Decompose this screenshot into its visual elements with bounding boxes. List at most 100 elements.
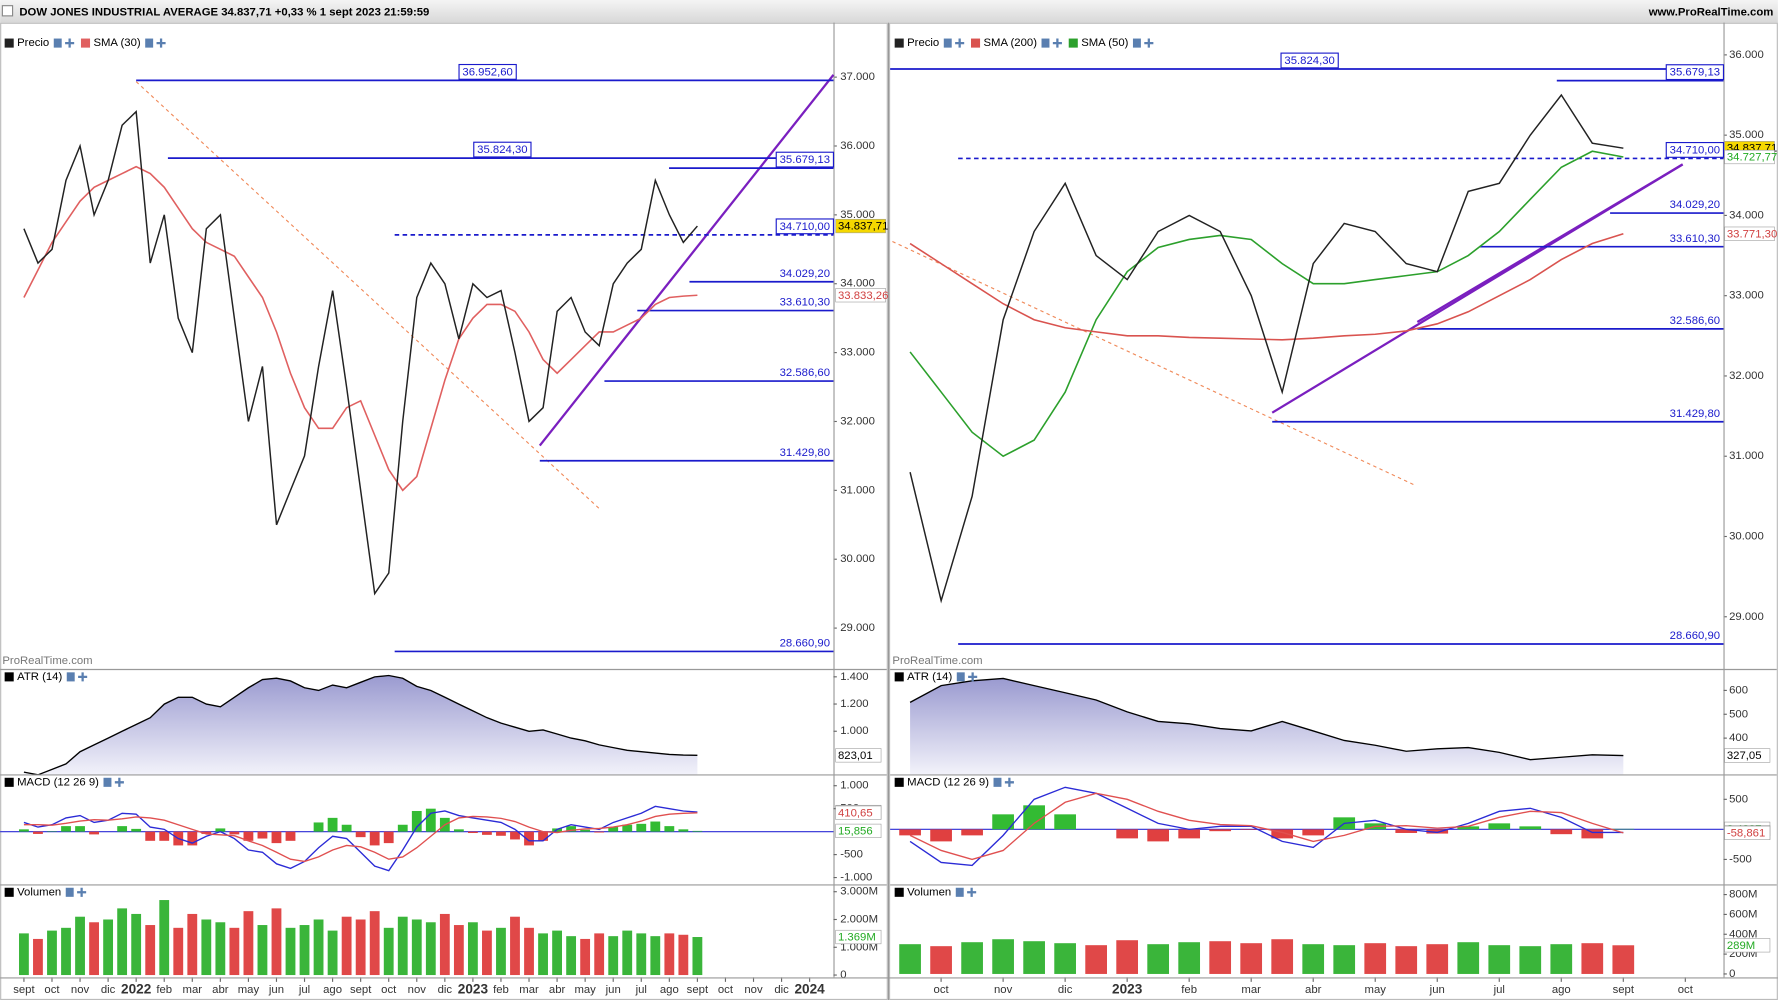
legend-label: ATR (14) xyxy=(907,671,952,683)
value-badge-label: -58,861 xyxy=(1727,827,1765,839)
volume-bar xyxy=(580,938,591,976)
legend-plus-icon xyxy=(156,38,166,48)
histogram-bar xyxy=(33,831,43,834)
volume-bar xyxy=(355,919,366,976)
legend-swatch xyxy=(894,38,904,48)
histogram-bar xyxy=(1178,829,1201,839)
legend-wrench-icon xyxy=(66,672,75,682)
y-tick-label: -500 xyxy=(1729,853,1752,865)
sma-line xyxy=(23,165,698,492)
legend-label: SMA (50) xyxy=(1081,37,1128,49)
volume-bar xyxy=(1209,941,1232,974)
volume-bar xyxy=(47,930,57,976)
x-tick-label: jul xyxy=(1493,984,1505,996)
histogram-bar xyxy=(215,828,226,832)
histogram-bar xyxy=(678,829,689,832)
x-tick-label: oct xyxy=(934,984,950,996)
y-tick-label: 29.000 xyxy=(840,622,875,634)
legend-swatch xyxy=(4,672,14,682)
volume-bar xyxy=(622,930,633,976)
level-label-box xyxy=(1280,52,1339,69)
volume-bar xyxy=(1240,943,1263,974)
histogram-bar xyxy=(580,829,591,832)
volume-bar xyxy=(961,942,983,974)
y-tick-label: 400 xyxy=(1729,732,1748,744)
volume-bar xyxy=(1550,944,1573,974)
x-tick-label: ago xyxy=(323,984,342,996)
legend-label: ATR (14) xyxy=(17,671,62,683)
volume-bar xyxy=(1457,942,1480,974)
sma-line xyxy=(909,150,1624,458)
x-tick-label: nov xyxy=(408,984,427,996)
macd-line xyxy=(909,792,1624,861)
level-label: 35.824,30 xyxy=(477,144,527,156)
x-tick-label: may xyxy=(238,984,260,996)
volume-bar xyxy=(313,919,324,976)
value-badge-label: 1.369M xyxy=(838,932,876,944)
header-icon xyxy=(1,5,14,17)
histogram-bar xyxy=(1519,826,1542,830)
volume-bar xyxy=(664,933,675,976)
volume-bar xyxy=(1271,939,1294,974)
level-label: 35.679,13 xyxy=(1670,67,1720,79)
header-title: DOW JONES INDUSTRIAL AVERAGE 34.837,71 +… xyxy=(19,6,429,18)
y-tick-label: 35.000 xyxy=(840,209,875,221)
histogram-bar xyxy=(75,826,85,832)
volume-bar xyxy=(257,925,268,976)
legend-wrench-icon xyxy=(993,777,1002,787)
price-chart: 29.000 30.000 31.000 32.000 33.000 34.000 35.0… xyxy=(23,22,875,978)
x-tick-label: feb xyxy=(156,984,172,996)
legend-wrench-icon xyxy=(1041,38,1050,48)
histogram-bar xyxy=(636,823,647,832)
histogram-bar xyxy=(369,831,380,846)
y-tick-label: 1.000 xyxy=(840,725,868,737)
volume-bar xyxy=(229,927,240,976)
x-tick-label: 2024 xyxy=(795,981,826,996)
histogram-bar xyxy=(117,826,128,832)
legend-wrench-icon xyxy=(1132,38,1141,48)
histogram-bar xyxy=(1209,829,1232,832)
value-badge xyxy=(835,805,882,820)
histogram-bar xyxy=(594,831,605,833)
level-label: 34.710,00 xyxy=(780,221,830,233)
value-badge xyxy=(835,218,886,234)
value-badge xyxy=(835,288,886,303)
price-chart: 29.000 30.000 31.000 32.000 33.000 34.000 35.0… xyxy=(890,22,1764,978)
volume-bar xyxy=(383,927,394,976)
histogram-bar xyxy=(397,824,408,832)
volume-bar xyxy=(131,913,142,976)
price-line xyxy=(23,109,698,596)
histogram-bar xyxy=(692,830,703,832)
volume-bar xyxy=(496,927,506,976)
legend-plus-icon xyxy=(1052,38,1062,48)
y-tick-label: 29.000 xyxy=(1729,611,1764,623)
y-tick-label: 0 xyxy=(1729,968,1735,980)
histogram-bar xyxy=(1302,829,1325,836)
x-tick-label: mar xyxy=(183,984,203,996)
y-tick-label: 33.000 xyxy=(1729,290,1764,302)
x-tick-label: nov xyxy=(71,984,90,996)
y-tick-label: 600 xyxy=(1729,684,1748,696)
histogram-bar xyxy=(327,817,338,832)
volume-bar xyxy=(103,919,114,976)
watermark: ProRealTime.com xyxy=(2,655,92,667)
value-badge-label: 34.727,77 xyxy=(1727,152,1777,164)
x-tick-label: oct xyxy=(1678,984,1694,996)
value-badge xyxy=(1724,226,1775,241)
y-tick-label: -500 xyxy=(840,849,863,861)
volume-bar xyxy=(467,922,478,976)
x-tick-label: 2023 xyxy=(1112,981,1143,996)
value-badge-label: 410,65 xyxy=(838,807,873,819)
volume-bar xyxy=(1085,945,1107,974)
level-label-box xyxy=(458,63,517,80)
histogram-bar xyxy=(992,814,1014,830)
x-tick-label: jun xyxy=(1429,984,1445,996)
volume-bar xyxy=(425,922,436,976)
y-tick-label: -1.000 xyxy=(840,872,872,884)
level-label: 32.586,60 xyxy=(780,367,830,379)
histogram-bar xyxy=(201,831,212,834)
y-tick-label: 31.000 xyxy=(840,484,875,496)
volume-bar xyxy=(482,930,492,976)
x-tick-label: sept xyxy=(1613,984,1635,996)
trendline xyxy=(1416,163,1684,323)
